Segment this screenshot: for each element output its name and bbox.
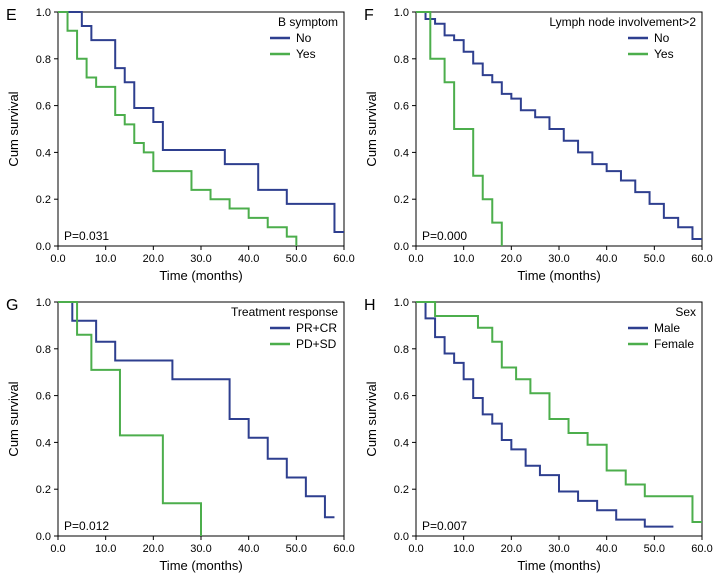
ytick-label: 0.4: [36, 437, 51, 449]
xtick-label: 20.0: [501, 253, 522, 265]
y-axis-label: Cum survival: [6, 381, 21, 456]
panel-F: 0.0 0.2 0.4 0.6 0.8 1.0 0.0 10.0 20.0 30.0 40.0 50.…: [358, 0, 716, 290]
xtick-label: 10.0: [95, 253, 116, 265]
xtick-label: 10.0: [453, 253, 474, 265]
ytick-label: 1.0: [36, 297, 51, 309]
xtick-label: 50.0: [644, 253, 665, 265]
ytick-label: 1.0: [394, 297, 409, 309]
ytick-label: 0.6: [36, 391, 51, 403]
xtick-label: 40.0: [596, 543, 617, 555]
xtick-label: 30.0: [548, 543, 569, 555]
ytick-label: 0.2: [394, 484, 409, 496]
ytick-label: 0.4: [394, 147, 409, 159]
y-axis-label: Cum survival: [364, 381, 379, 456]
xtick-label: 50.0: [644, 543, 665, 555]
x-axis-label: Time (months): [159, 558, 242, 573]
ytick-label: 0.8: [36, 54, 51, 66]
km-series-1: [58, 12, 296, 246]
legend-label: No: [654, 31, 670, 45]
ytick-label: 0.6: [36, 101, 51, 113]
xtick-label: 40.0: [238, 253, 259, 265]
xtick-label: 60.0: [691, 253, 712, 265]
legend-title: Lymph node involvement>2: [549, 15, 696, 29]
xtick-label: 30.0: [190, 253, 211, 265]
legend-title: Treatment response: [231, 305, 338, 319]
legend-label: Yes: [296, 47, 316, 61]
p-value: P=0.012: [64, 519, 109, 533]
xtick-label: 60.0: [691, 543, 712, 555]
legend-label: Male: [654, 321, 680, 335]
xtick-label: 0.0: [408, 543, 423, 555]
legend-title: Sex: [675, 305, 696, 319]
xtick-label: 50.0: [286, 543, 307, 555]
panel-wrap-H: 0.0 0.2 0.4 0.6 0.8 1.0 0.0 10.0 20.0 30.0 40.0 50.…: [358, 290, 716, 580]
xtick-label: 60.0: [333, 543, 354, 555]
ytick-label: 0.8: [394, 54, 409, 66]
xtick-label: 10.0: [453, 543, 474, 555]
x-axis-label: Time (months): [517, 558, 600, 573]
xtick-label: 20.0: [143, 253, 164, 265]
p-value: P=0.007: [422, 519, 467, 533]
ytick-label: 0.4: [36, 147, 51, 159]
legend-label: Female: [654, 337, 694, 351]
panel-G: 0.0 0.2 0.4 0.6 0.8 1.0 0.0 10.0 20.0 30.0 40.0 50.…: [0, 290, 358, 580]
ytick-label: 0.8: [394, 344, 409, 356]
ytick-label: 1.0: [36, 7, 51, 19]
ytick-label: 0.0: [394, 531, 409, 543]
ytick-label: 0.2: [36, 484, 51, 496]
panel-wrap-E: 0.0 0.2 0.4 0.6 0.8 1.0 0.0 10.0 20.0 30.0 40.0 50.…: [0, 0, 358, 290]
km-series-1: [416, 12, 502, 246]
panel-letter: E: [6, 7, 17, 24]
ytick-label: 0.2: [394, 194, 409, 206]
ytick-label: 0.4: [394, 437, 409, 449]
legend-title: B symptom: [278, 15, 338, 29]
xtick-label: 10.0: [95, 543, 116, 555]
ytick-label: 0.6: [394, 101, 409, 113]
panel-letter: G: [6, 297, 18, 314]
legend-label: PR+CR: [296, 321, 337, 335]
km-series-0: [58, 302, 334, 517]
panel-E: 0.0 0.2 0.4 0.6 0.8 1.0 0.0 10.0 20.0 30.0 40.0 50.…: [0, 0, 358, 290]
ytick-label: 0.8: [36, 344, 51, 356]
xtick-label: 0.0: [50, 253, 65, 265]
ytick-label: 0.0: [36, 241, 51, 253]
xtick-label: 40.0: [596, 253, 617, 265]
ytick-label: 0.6: [394, 391, 409, 403]
xtick-label: 20.0: [143, 543, 164, 555]
legend-label: PD+SD: [296, 337, 337, 351]
p-value: P=0.031: [64, 229, 109, 243]
xtick-label: 40.0: [238, 543, 259, 555]
xtick-label: 0.0: [50, 543, 65, 555]
xtick-label: 30.0: [190, 543, 211, 555]
p-value: P=0.000: [422, 229, 467, 243]
km-series-0: [416, 302, 673, 527]
x-axis-label: Time (months): [517, 268, 600, 283]
panel-letter: F: [364, 7, 374, 24]
x-axis-label: Time (months): [159, 268, 242, 283]
xtick-label: 50.0: [286, 253, 307, 265]
panel-H: 0.0 0.2 0.4 0.6 0.8 1.0 0.0 10.0 20.0 30.0 40.0 50.…: [358, 290, 716, 580]
legend-label: No: [296, 31, 312, 45]
panel-wrap-F: 0.0 0.2 0.4 0.6 0.8 1.0 0.0 10.0 20.0 30.0 40.0 50.…: [358, 0, 716, 290]
ytick-label: 0.2: [36, 194, 51, 206]
ytick-label: 0.0: [36, 531, 51, 543]
ytick-label: 0.0: [394, 241, 409, 253]
km-figure-grid: 0.0 0.2 0.4 0.6 0.8 1.0 0.0 10.0 20.0 30.0 40.0 50.…: [0, 0, 716, 580]
xtick-label: 0.0: [408, 253, 423, 265]
xtick-label: 20.0: [501, 543, 522, 555]
xtick-label: 30.0: [548, 253, 569, 265]
ytick-label: 1.0: [394, 7, 409, 19]
y-axis-label: Cum survival: [364, 91, 379, 166]
y-axis-label: Cum survival: [6, 91, 21, 166]
panel-letter: H: [364, 297, 376, 314]
panel-wrap-G: 0.0 0.2 0.4 0.6 0.8 1.0 0.0 10.0 20.0 30.0 40.0 50.…: [0, 290, 358, 580]
legend-label: Yes: [654, 47, 674, 61]
xtick-label: 60.0: [333, 253, 354, 265]
km-series-1: [58, 302, 201, 536]
